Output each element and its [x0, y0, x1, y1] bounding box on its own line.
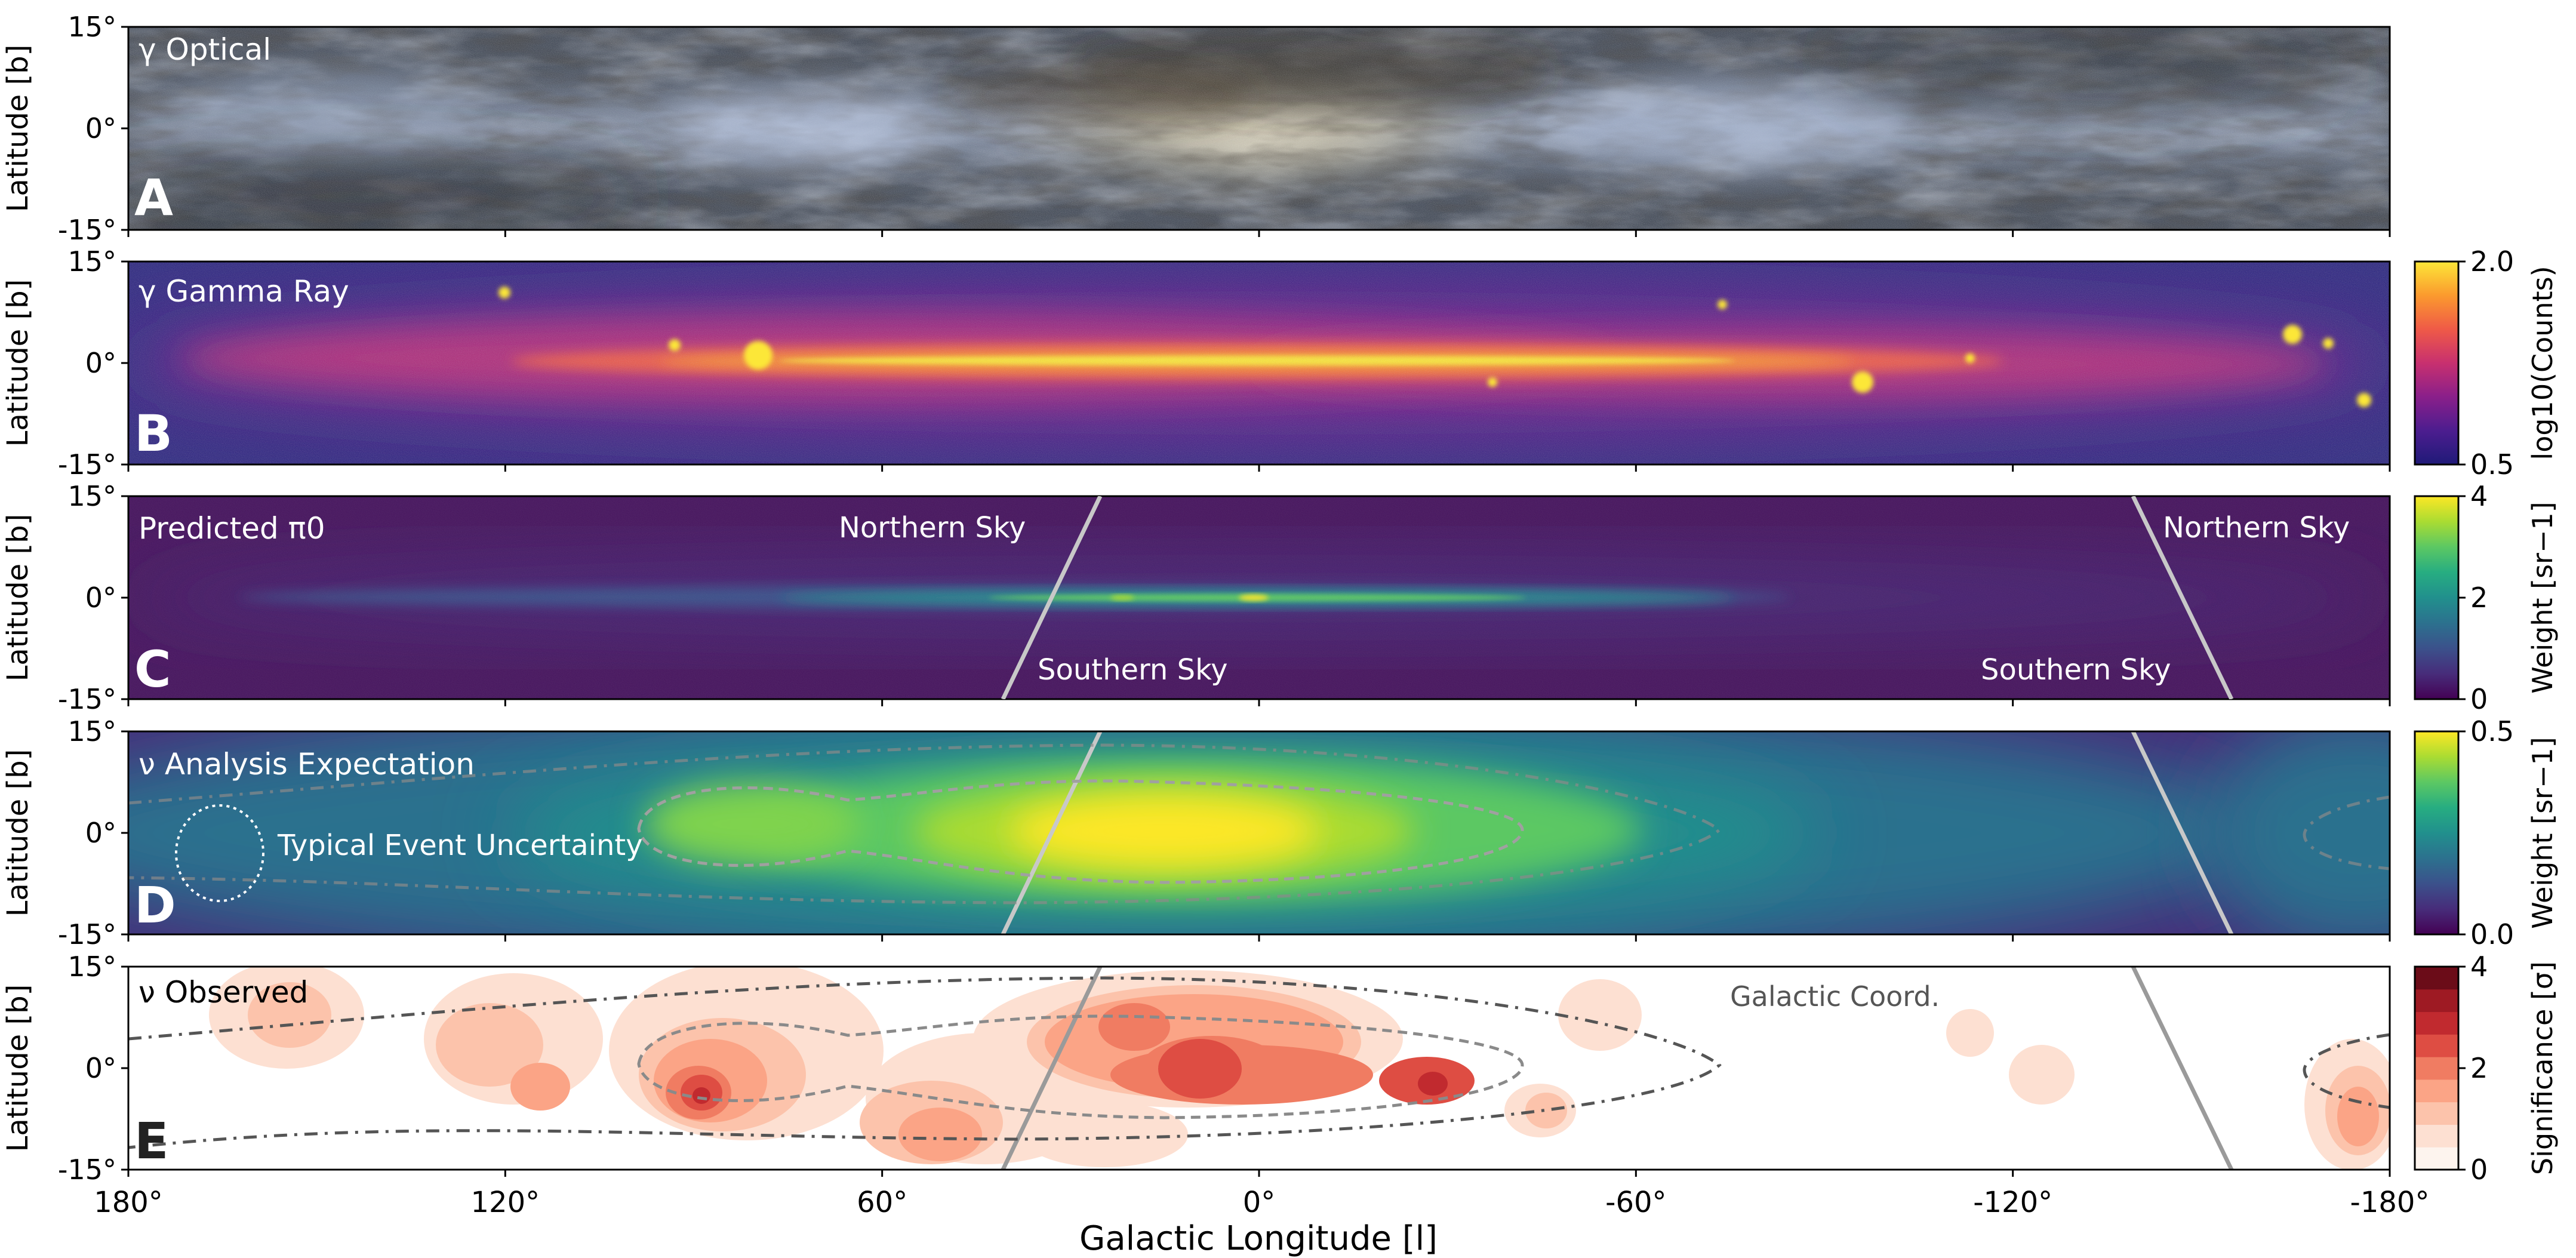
x-axis-label: Galactic Longitude [l]	[1079, 1219, 1438, 1258]
y-axes: 15° 0° -15° Latitude [b] 15° 0° -15° Latitude […	[1, 11, 2391, 1186]
y-tick-label: 15°	[67, 951, 116, 983]
annotation-northern-sky-right: Northern Sky	[2163, 511, 2350, 545]
colorbar-label: Weight [sr−1]	[2526, 502, 2559, 693]
panel-c-letter: C	[134, 640, 171, 699]
y-tick-label: 15°	[67, 245, 116, 278]
colorbar-level	[2415, 989, 2458, 1013]
y-axis-label: Latitude [b]	[1, 45, 35, 213]
y-axis-panel-c: 15° 0° -15° Latitude [b]	[1, 480, 2391, 715]
panel-b-image	[128, 262, 2390, 465]
colorbar-panel-e: 4 2 0 Significance [σ]	[2414, 951, 2559, 1186]
x-tick-label: -60°	[1605, 1186, 1666, 1219]
colorbar-label: Weight [sr−1]	[2526, 737, 2559, 928]
y-axis-panel-a: 15° 0° -15° Latitude [b]	[1, 11, 2391, 246]
annotation-southern-sky-right: Southern Sky	[1981, 653, 2171, 687]
y-tick-label: 0°	[85, 582, 116, 614]
y-tick-label: 15°	[67, 715, 116, 748]
panel-c-sky-boundary	[1001, 496, 2234, 699]
colorbar-label: log10(Counts)	[2526, 266, 2559, 460]
panel-c-title: Predicted π0	[139, 511, 325, 546]
panel-a-title: γ Optical	[139, 32, 271, 67]
x-tick-label: 60°	[857, 1186, 907, 1219]
y-tick-label: 0°	[85, 347, 116, 379]
y-tick-label: -15°	[58, 683, 116, 715]
panel-c: Predicted π0 C Northern Sky Southern Sky…	[127, 495, 2391, 700]
panel-e: ν Observed E Galactic Coord.	[127, 965, 2391, 1171]
panel-e-image	[128, 967, 2390, 1170]
colorbar-tick-label: 2	[2470, 1052, 2488, 1084]
colorbar-gradient	[2415, 731, 2458, 934]
colorbar-panel-b: 2.0 0.5 log10(Counts)	[2414, 245, 2559, 481]
gamma-point-sources	[498, 287, 2371, 407]
panel-d-image	[128, 731, 2390, 934]
colorbar-level	[2415, 1034, 2458, 1057]
colorbar-label: Significance [σ]	[2526, 961, 2559, 1175]
y-axis-label: Latitude [b]	[1, 985, 35, 1152]
colorbar-tick-label: 2.0	[2470, 245, 2514, 278]
colorbar-gradient	[2415, 496, 2458, 699]
y-axis-label: Latitude [b]	[1, 279, 35, 447]
y-tick-label: -15°	[58, 448, 116, 481]
y-tick-label: 0°	[85, 1052, 116, 1084]
y-tick-label: -15°	[58, 214, 116, 246]
panel-a-letter: A	[134, 168, 173, 227]
colorbar-level	[2415, 1147, 2458, 1170]
annotation-southern-sky-left: Southern Sky	[1038, 653, 1228, 687]
y-axis-panel-b: 15° 0° -15° Latitude [b]	[1, 245, 2391, 481]
y-tick-label: 15°	[67, 11, 116, 43]
annotation-northern-sky-left: Northern Sky	[839, 511, 1026, 545]
panel-d: Typical Event Uncertainty ν Analysis Exp…	[127, 730, 2391, 936]
annotation-galactic-coord: Galactic Coord.	[1730, 980, 1940, 1013]
x-axis: 180° 120° 60° 0° -60° -120° -180°	[94, 1186, 2429, 1219]
typical-event-uncertainty-circle	[175, 804, 264, 902]
colorbar-level	[2415, 1057, 2458, 1080]
panel-e-letter: E	[134, 1112, 168, 1170]
y-tick-label: 15°	[67, 480, 116, 512]
panel-d-title: ν Analysis Expectation	[139, 747, 475, 782]
x-tick-label: -180°	[2350, 1186, 2430, 1219]
y-axis-panel-d: 15° 0° -15° Latitude [b]	[1, 715, 2391, 951]
y-axis-label: Latitude [b]	[1, 749, 35, 917]
y-tick-label: -15°	[58, 1154, 116, 1186]
colorbar-tick-label: 4	[2470, 951, 2488, 983]
panel-d-letter: D	[134, 876, 176, 934]
colorbar-panel-c: 4 2 0 Weight [sr−1]	[2414, 480, 2559, 715]
x-tick-label: -120°	[1973, 1186, 2052, 1219]
colorbar-panel-d: 0.5 0.0 Weight [sr−1]	[2414, 715, 2559, 951]
y-tick-label: -15°	[58, 918, 116, 951]
colorbar-level	[2415, 1124, 2458, 1148]
y-tick-label: 0°	[85, 112, 116, 144]
x-tick-label: 0°	[1243, 1186, 1276, 1219]
colorbar-tick-label: 0	[2470, 683, 2488, 715]
panel-c-image	[128, 496, 2390, 699]
panel-a: γ Optical A	[127, 26, 2391, 231]
panel-a-image	[128, 27, 2390, 230]
panel-b-title: γ Gamma Ray	[139, 274, 349, 309]
panel-b: γ Gamma Ray B	[127, 260, 2391, 466]
y-axis-label: Latitude [b]	[1, 514, 35, 682]
colorbar-tick-label: 2	[2470, 582, 2488, 614]
colorbar-tick-label: 0.5	[2470, 448, 2514, 481]
colorbar-level	[2415, 1011, 2458, 1035]
annotation-typical-event-uncertainty: Typical Event Uncertainty	[277, 829, 643, 862]
y-axis-panel-e: 15° 0° -15° Latitude [b]	[1, 951, 2391, 1186]
colorbar-level	[2415, 967, 2458, 990]
colorbar-gradient	[2415, 262, 2458, 465]
colorbar-level	[2415, 1102, 2458, 1125]
colorbar-tick-label: 0.5	[2470, 715, 2514, 748]
x-tick-label: 180°	[94, 1186, 163, 1219]
panel-b-letter: B	[134, 404, 173, 463]
colorbar-tick-label: 0	[2470, 1154, 2488, 1186]
colorbar-level	[2415, 1079, 2458, 1103]
y-tick-label: 0°	[85, 817, 116, 849]
colorbar-tick-label: 0.0	[2470, 918, 2514, 951]
x-tick-label: 120°	[471, 1186, 540, 1219]
panel-e-title: ν Observed	[139, 975, 308, 1010]
colorbar-tick-label: 4	[2470, 480, 2488, 512]
